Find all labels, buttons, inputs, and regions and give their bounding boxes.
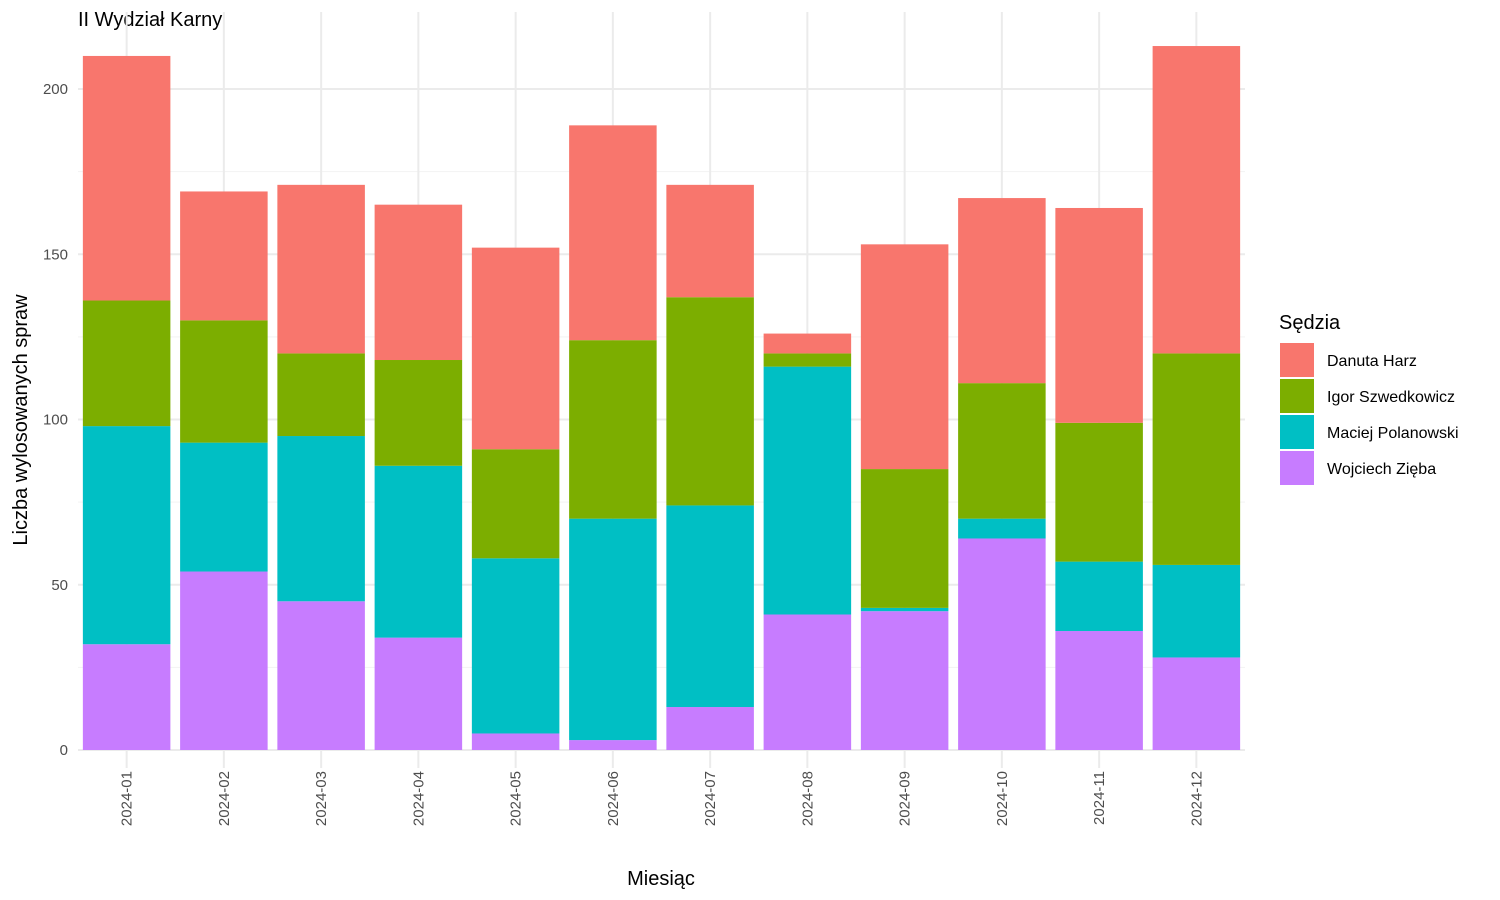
bar-segment — [860, 607, 949, 612]
bar-segment — [666, 297, 754, 506]
x-tick-label: 2024-10 — [994, 771, 1011, 826]
bar-segment — [666, 184, 754, 298]
y-tick-label: 150 — [43, 246, 68, 263]
legend-swatch — [1280, 379, 1314, 413]
bar-segment — [569, 340, 657, 519]
bar-segment — [471, 733, 560, 750]
bar-segment — [82, 426, 171, 645]
x-tick-label: 2024-06 — [605, 771, 622, 826]
legend-label: Maciej Polanowski — [1327, 425, 1459, 442]
y-axis-ticks: 0 50 100 150 200 — [43, 81, 68, 759]
bar-segment — [82, 55, 171, 301]
y-tick-label: 100 — [43, 412, 68, 429]
x-tick-label: 2024-04 — [410, 771, 427, 826]
bar-segment — [1152, 564, 1241, 658]
chart-title: II Wydział Karny — [78, 9, 222, 31]
bar-segment — [763, 333, 852, 354]
bar-segment — [666, 505, 754, 708]
bar-segment — [958, 383, 1046, 519]
bar-segment — [180, 320, 268, 443]
bar-segment — [374, 360, 463, 466]
bar-segment — [958, 198, 1046, 384]
bar-segment — [82, 644, 171, 750]
x-tick-label: 2024-03 — [313, 771, 330, 826]
bar-segment — [763, 353, 852, 367]
bar-segment — [82, 300, 171, 427]
x-tick-label: 2024-01 — [119, 771, 136, 826]
bar-segment — [958, 538, 1046, 750]
bar-segment — [860, 244, 949, 470]
bar-segment — [1055, 561, 1143, 632]
bar-segment — [666, 707, 754, 750]
bar-segment — [180, 571, 268, 750]
bars — [82, 46, 1241, 750]
x-tick-label: 2024-08 — [799, 771, 816, 826]
legend-title: Sędzia — [1279, 312, 1341, 334]
bar-segment — [374, 465, 463, 638]
x-axis-ticks: 2024-01 2024-02 2024-03 2024-04 2024-05 2024-… — [119, 771, 1206, 826]
bar-segment — [569, 740, 657, 750]
y-tick-label: 50 — [51, 577, 68, 594]
bar-segment — [1152, 46, 1241, 354]
y-tick-label: 200 — [43, 81, 68, 98]
legend-label: Igor Szwedkowicz — [1327, 389, 1455, 406]
bar-segment — [180, 191, 268, 321]
bar-segment — [1152, 657, 1241, 750]
bar-segment — [277, 353, 365, 437]
bar-segment — [180, 442, 268, 572]
legend: Sędzia Danuta Harz Igor Szwedkowicz Maciej… — [1279, 312, 1459, 485]
bar-segment — [569, 125, 657, 341]
x-tick-label: 2024-02 — [216, 771, 233, 826]
x-tick-label: 2024-11 — [1091, 771, 1108, 825]
bar-segment — [1055, 422, 1143, 562]
bar-segment — [277, 184, 365, 354]
bar-segment — [471, 449, 560, 559]
x-tick-label: 2024-05 — [508, 771, 525, 826]
bar-segment — [860, 611, 949, 750]
x-tick-label: 2024-09 — [897, 771, 914, 826]
bar-segment — [277, 601, 365, 750]
x-tick-label: 2024-07 — [702, 771, 719, 826]
bar-segment — [374, 637, 463, 750]
legend-label: Danuta Harz — [1327, 353, 1417, 370]
bar-segment — [1152, 353, 1241, 565]
legend-swatch — [1280, 343, 1314, 377]
legend-swatch — [1280, 451, 1314, 485]
bar-segment — [763, 614, 852, 750]
bar-segment — [569, 518, 657, 741]
bar-segment — [1055, 631, 1143, 750]
bar-segment — [471, 558, 560, 734]
y-axis-title: Liczba wylosowanych spraw — [10, 294, 32, 546]
x-axis-title: Miesiąc — [627, 868, 695, 890]
bar-segment — [958, 518, 1046, 539]
legend-swatch — [1280, 415, 1314, 449]
bar-segment — [374, 204, 463, 361]
y-tick-label: 0 — [60, 742, 68, 759]
bar-segment — [860, 469, 949, 608]
legend-label: Wojciech Zięba — [1327, 461, 1436, 478]
bar-segment — [277, 436, 365, 602]
bar-segment — [763, 366, 852, 615]
bar-segment — [1055, 207, 1143, 423]
bar-segment — [471, 247, 560, 450]
x-tick-label: 2024-12 — [1188, 771, 1205, 826]
